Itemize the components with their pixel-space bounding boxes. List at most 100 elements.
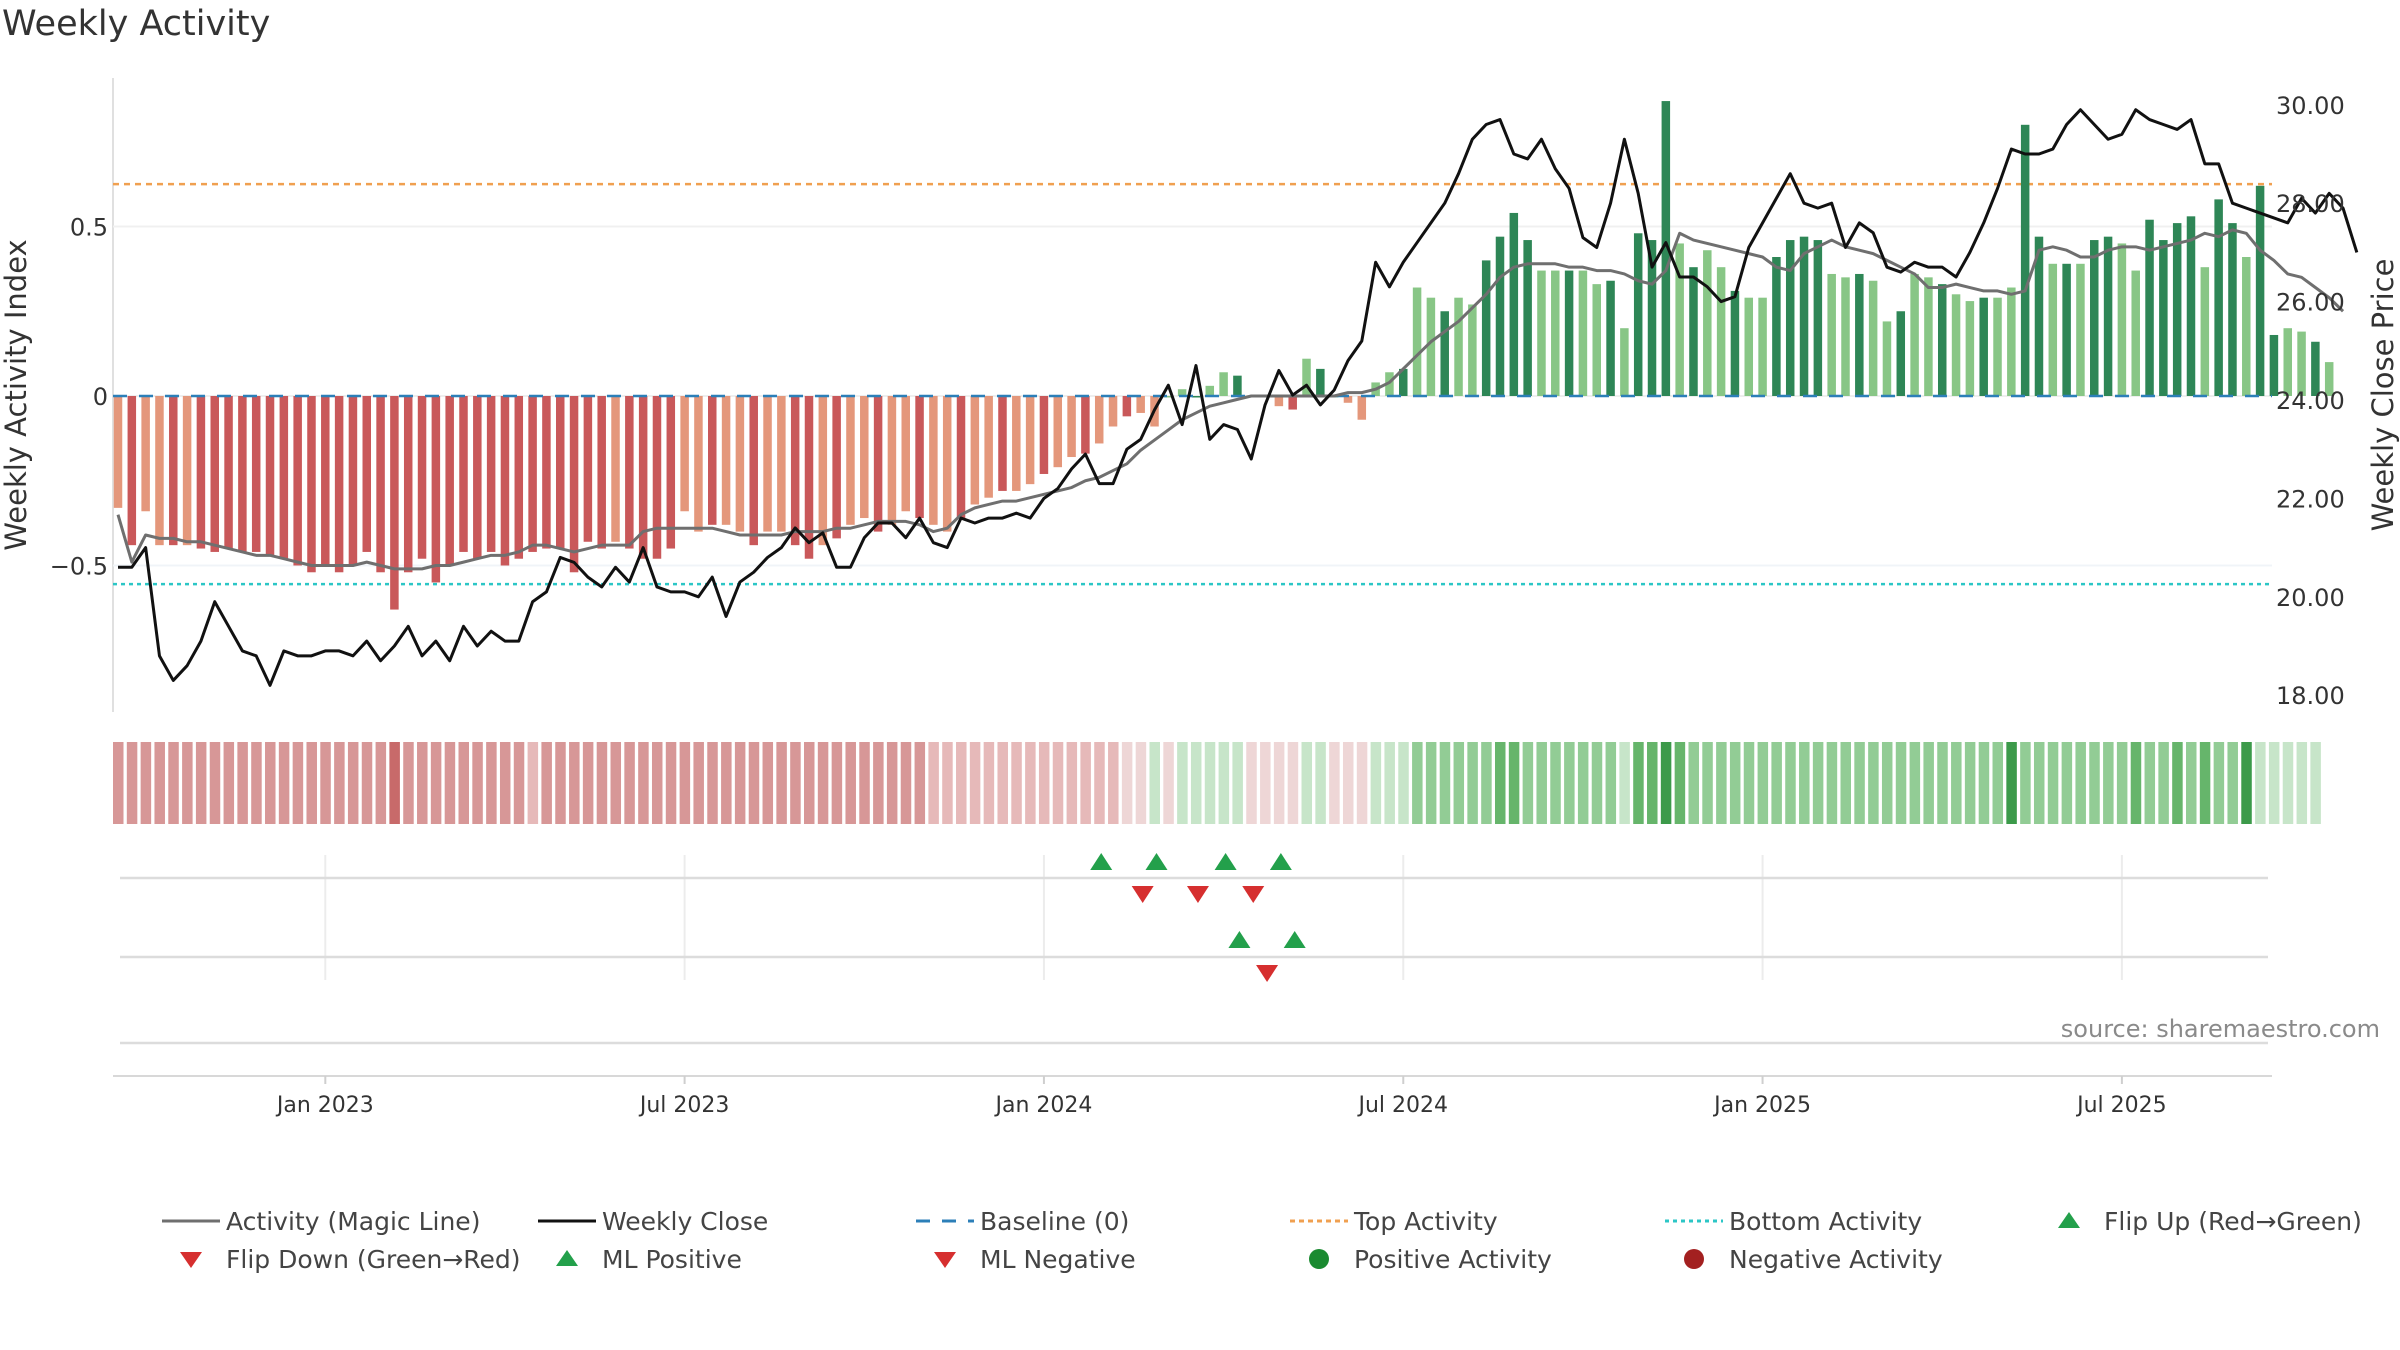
chart-title: Weekly Activity xyxy=(2,4,271,44)
heat-strip-cell xyxy=(1909,742,1921,824)
heat-strip-cell xyxy=(486,742,497,824)
heat-strip-cell xyxy=(1771,742,1782,824)
heat-strip-cell xyxy=(113,742,124,824)
heat-strip-cell xyxy=(223,742,235,824)
heat-strip-cell xyxy=(292,742,304,824)
activity-bar xyxy=(1620,328,1629,396)
activity-bar xyxy=(1412,287,1422,396)
heat-strip-cell xyxy=(693,742,704,824)
activity-bar xyxy=(625,396,634,549)
heat-strip-cell xyxy=(1923,742,1934,824)
heat-strip-cell xyxy=(804,742,815,824)
heat-strip-cell xyxy=(265,742,276,824)
x-tick-label: Jul 2023 xyxy=(638,1093,730,1118)
heat-strip-cell xyxy=(513,742,525,824)
heat-strip-cell xyxy=(1826,742,1838,824)
activity-bar xyxy=(1454,297,1463,396)
heat-strip-cell xyxy=(1619,742,1630,824)
heat-strip-cell xyxy=(1204,742,1216,824)
heat-strip-cell xyxy=(596,742,608,824)
activity-bar xyxy=(915,396,924,519)
activity-bar xyxy=(818,396,828,546)
heat-strip-cell xyxy=(1011,742,1022,824)
activity-bar xyxy=(735,396,745,532)
activity-bar xyxy=(956,396,966,519)
activity-bar xyxy=(348,396,358,566)
activity-bar xyxy=(376,396,385,573)
activity-bar xyxy=(998,396,1007,491)
heat-strip-cell xyxy=(679,742,691,824)
activity-bar xyxy=(2283,328,2292,396)
heat-strip-cell xyxy=(1992,742,2004,824)
heat-strip-cell xyxy=(1246,742,1257,824)
activity-bar xyxy=(721,396,731,525)
activity-bar xyxy=(1481,260,1491,396)
activity-bar xyxy=(1523,240,1532,396)
heat-strip-cell xyxy=(1564,742,1575,824)
activity-bar xyxy=(1509,212,1519,396)
activity-bar xyxy=(2145,219,2154,396)
heat-strip-cell xyxy=(1799,742,1810,824)
heat-strip-cell xyxy=(942,742,953,824)
left-axis-ticks: 0.5 0 −0.5 xyxy=(50,214,108,581)
activity-bar xyxy=(652,396,662,559)
heat-strip-cell xyxy=(195,742,207,824)
activity-bar xyxy=(1108,396,1118,427)
activity-bar xyxy=(1592,284,1601,396)
activity-heat-strip xyxy=(113,742,2321,824)
heat-strip-cell xyxy=(1522,742,1534,824)
activity-bar xyxy=(1758,297,1767,396)
activity-bar xyxy=(127,396,137,546)
activity-bar xyxy=(846,396,855,525)
activity-bar xyxy=(2255,185,2265,396)
activity-bar xyxy=(1993,297,2002,396)
legend-item-baseline: Baseline (0) xyxy=(910,1204,1129,1238)
heat-strip-cell xyxy=(1025,742,1036,824)
activity-bar xyxy=(1495,236,1505,396)
activity-bar xyxy=(583,396,593,542)
heat-strip-cell xyxy=(624,742,635,824)
heat-strip-cell xyxy=(1467,742,1478,824)
triangle-down-icon xyxy=(156,1242,226,1276)
heat-strip-cell xyxy=(472,742,483,824)
legend-item-top: Top Activity xyxy=(1284,1204,1498,1238)
activity-bar xyxy=(1219,372,1228,396)
activity-bar xyxy=(1177,389,1187,396)
activity-bar xyxy=(169,396,178,546)
heat-strip-cell xyxy=(1508,742,1520,824)
heat-strip-cell xyxy=(1384,742,1395,824)
heat-strip-cell xyxy=(1315,742,1326,824)
activity-bar xyxy=(2020,124,2030,397)
legend-label: Flip Down (Green→Red) xyxy=(226,1244,521,1274)
activity-bar xyxy=(1288,396,1297,410)
legend-label: Bottom Activity xyxy=(1729,1206,1923,1236)
heat-strip-cell xyxy=(2282,742,2294,824)
heat-strip-cell xyxy=(651,742,663,824)
heat-strip-cell xyxy=(1812,742,1824,824)
heat-strip-cell xyxy=(2089,742,2100,824)
heat-strip-cell xyxy=(1301,742,1313,824)
heat-strip-cell xyxy=(1868,742,1879,824)
activity-bar xyxy=(1205,385,1215,396)
heat-strip-cell xyxy=(430,742,442,824)
activity-bar xyxy=(1039,396,1049,474)
line-icon xyxy=(532,1204,602,1238)
chart-legend: Activity (Magic Line) Weekly Close Baselin… xyxy=(160,1204,2400,1294)
activity-bar xyxy=(251,396,261,552)
heat-strip-cell xyxy=(320,742,331,824)
heat-strip-cell xyxy=(1854,742,1865,824)
activity-bar xyxy=(224,396,233,549)
heat-strip-cell xyxy=(1260,742,1271,824)
heat-strip-cell xyxy=(886,742,898,824)
heat-strip-cell xyxy=(928,742,939,824)
flip-up-marker xyxy=(1145,853,1168,870)
heat-strip-cell xyxy=(1716,742,1727,824)
activity-bar xyxy=(1122,396,1132,417)
activity-bar xyxy=(1343,396,1353,403)
activity-bar xyxy=(666,396,676,549)
heat-strip-cell xyxy=(1412,742,1423,824)
heat-strip-cell xyxy=(1688,742,1699,824)
heat-strip-cell xyxy=(1066,742,1078,824)
heat-strip-cell xyxy=(1729,742,1741,824)
heat-strip-cell xyxy=(2020,742,2031,824)
